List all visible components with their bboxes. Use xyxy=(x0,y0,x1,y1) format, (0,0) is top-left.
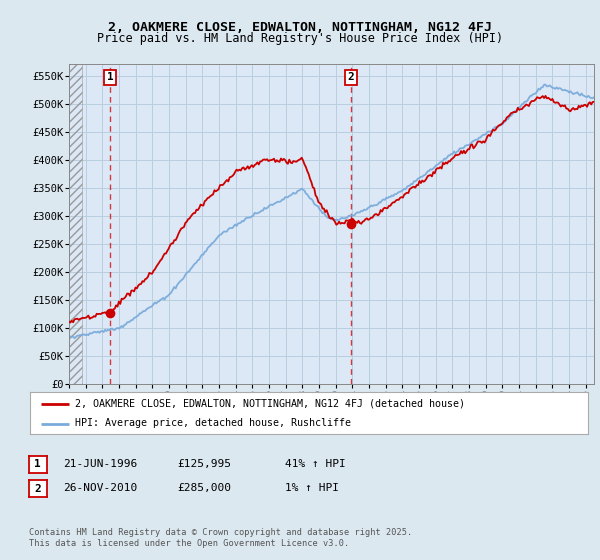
Text: 21-JUN-1996: 21-JUN-1996 xyxy=(63,459,137,469)
Text: £285,000: £285,000 xyxy=(177,483,231,493)
Text: 2: 2 xyxy=(347,72,354,82)
Text: 1: 1 xyxy=(34,459,41,469)
Text: Price paid vs. HM Land Registry's House Price Index (HPI): Price paid vs. HM Land Registry's House … xyxy=(97,32,503,45)
Text: Contains HM Land Registry data © Crown copyright and database right 2025.
This d: Contains HM Land Registry data © Crown c… xyxy=(29,528,412,548)
Text: £125,995: £125,995 xyxy=(177,459,231,469)
Text: 2, OAKMERE CLOSE, EDWALTON, NOTTINGHAM, NG12 4FJ (detached house): 2, OAKMERE CLOSE, EDWALTON, NOTTINGHAM, … xyxy=(74,399,464,409)
Text: 1% ↑ HPI: 1% ↑ HPI xyxy=(285,483,339,493)
Text: HPI: Average price, detached house, Rushcliffe: HPI: Average price, detached house, Rush… xyxy=(74,418,350,428)
Text: 41% ↑ HPI: 41% ↑ HPI xyxy=(285,459,346,469)
Text: 26-NOV-2010: 26-NOV-2010 xyxy=(63,483,137,493)
Text: 1: 1 xyxy=(107,72,113,82)
Text: 2: 2 xyxy=(34,484,41,494)
Text: 2, OAKMERE CLOSE, EDWALTON, NOTTINGHAM, NG12 4FJ: 2, OAKMERE CLOSE, EDWALTON, NOTTINGHAM, … xyxy=(108,21,492,34)
